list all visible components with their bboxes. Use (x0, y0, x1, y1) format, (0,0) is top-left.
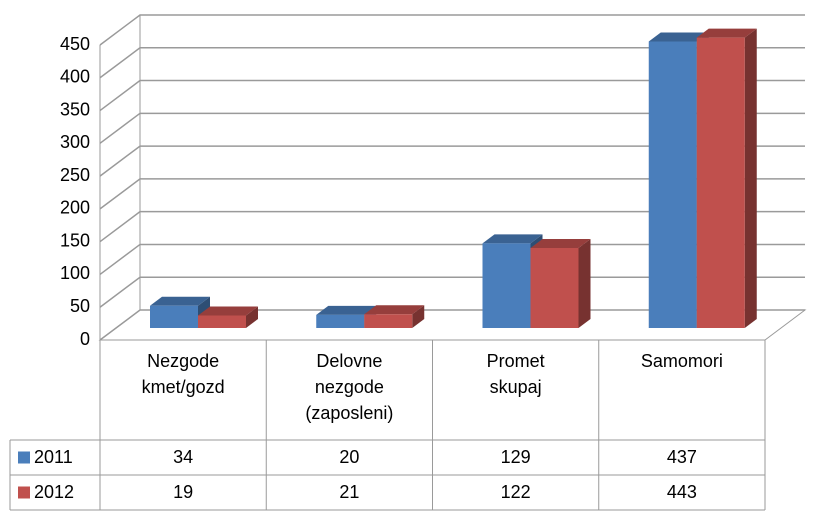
grid-line (99, 47, 805, 79)
table-value: 19 (173, 482, 194, 502)
bar-face (530, 248, 579, 328)
table-value: 20 (339, 447, 360, 467)
table-value: 443 (666, 482, 697, 502)
legend-label: 2011 (34, 447, 73, 467)
bar-face (648, 32, 709, 42)
bar-face (696, 37, 745, 328)
table-value: 122 (500, 482, 531, 502)
y-tick-label: 200 (60, 198, 90, 218)
y-tick-label: 350 (60, 99, 90, 119)
table-value: 129 (500, 447, 531, 467)
bar-face (246, 306, 258, 328)
bar (364, 305, 425, 328)
bar-face (364, 305, 425, 315)
bar-face (316, 305, 377, 315)
y-tick-label: 300 (60, 132, 90, 152)
bar-face (412, 305, 425, 328)
grid-line (99, 112, 805, 144)
legend-swatch (18, 486, 30, 499)
grid-line (99, 79, 805, 112)
table-value: 437 (666, 447, 697, 467)
category-label: Delovne nezgode (zaposleni) (305, 351, 394, 423)
bar-face (482, 243, 531, 328)
bar-face (364, 314, 413, 328)
bar-face (648, 41, 697, 329)
grid-line (99, 145, 805, 177)
bar-face (696, 28, 757, 38)
category-label: Promet skupaj (486, 351, 545, 397)
bar-face (530, 239, 591, 249)
bar-face (578, 239, 591, 328)
grid-line (99, 210, 805, 243)
bar (530, 239, 591, 328)
bar-face (744, 28, 757, 328)
bar-face (150, 305, 198, 328)
table-value: 34 (173, 447, 194, 467)
legend-swatch (18, 451, 30, 464)
bar-face (482, 234, 543, 244)
y-tick-label: 100 (60, 263, 90, 283)
grid-line (99, 178, 805, 210)
bar-face (198, 315, 246, 328)
bar-face (198, 306, 258, 316)
bar-face (316, 314, 365, 328)
bar-face (150, 296, 210, 306)
y-tick-label: 0 (80, 329, 90, 349)
y-tick-label: 250 (60, 165, 90, 185)
table-value: 21 (339, 482, 360, 502)
y-tick-label: 50 (70, 296, 90, 316)
bar (198, 306, 258, 328)
category-label: Nezgode kmet/gozd (141, 351, 225, 397)
category-label: Samomori (640, 351, 723, 371)
grid-line (99, 14, 805, 46)
y-tick-label: 400 (60, 67, 90, 87)
legend-label: 2012 (34, 482, 75, 502)
y-tick-label: 450 (60, 34, 90, 54)
bar (696, 28, 757, 328)
y-tick-label: 150 (60, 230, 90, 250)
